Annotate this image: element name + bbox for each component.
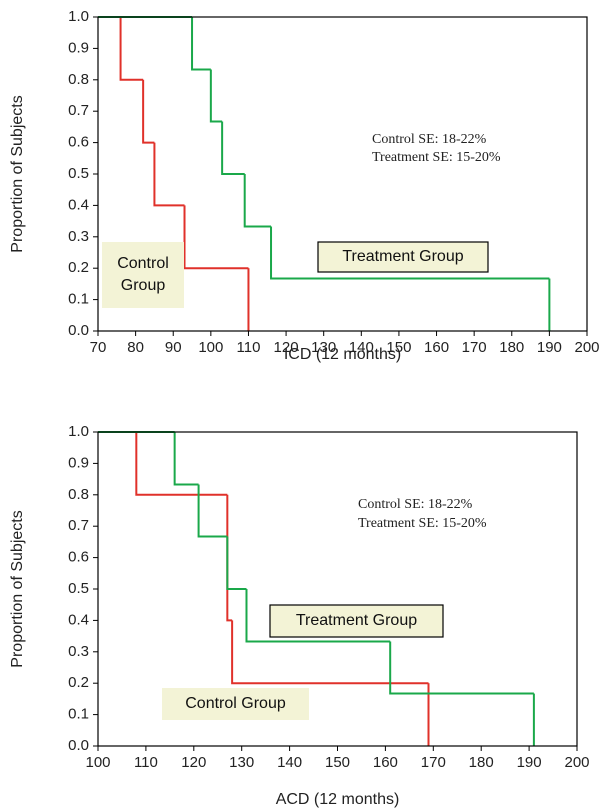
step-segment	[231, 620, 429, 685]
x-tick-label: 110	[237, 339, 261, 356]
step-segment	[270, 226, 550, 280]
y-tick-label: 0.0	[68, 737, 89, 754]
x-tick-label: 100	[198, 339, 223, 356]
step-segment	[221, 121, 245, 175]
y-tick-label: 0.3	[68, 643, 89, 660]
y-tick-label: 1.0	[68, 423, 89, 440]
step-segment	[389, 641, 534, 695]
x-tick-label: 160	[424, 339, 449, 356]
x-tick-label: 120	[274, 339, 299, 356]
y-axis-label: Proportion of Subjects	[9, 95, 26, 252]
step-segment	[245, 589, 391, 643]
y-tick-label: 0.4	[68, 196, 89, 213]
x-tick-label: 180	[499, 339, 524, 356]
x-tick-label: 120	[181, 754, 206, 771]
x-tick-label: 170	[462, 339, 487, 356]
step-segment	[191, 17, 211, 71]
legend-entry: Control Group	[117, 255, 169, 294]
legend-text: Control Group	[185, 695, 286, 712]
x-tick-label: 150	[386, 339, 411, 356]
x-tick-label: 150	[325, 754, 350, 771]
y-tick-label: 0.4	[68, 611, 89, 628]
legend-entry: Treatment Group	[342, 248, 464, 265]
legend-box	[102, 242, 184, 308]
y-tick-label: 0.9	[68, 454, 89, 471]
step-segment	[197, 484, 228, 538]
legend-box	[162, 688, 309, 720]
y-tick-label: 0.5	[68, 580, 89, 597]
x-tick-label: 200	[574, 339, 599, 356]
legend-box	[269, 604, 444, 638]
y-tick-label: 1.0	[68, 8, 89, 25]
y-tick-label: 0.2	[68, 674, 89, 691]
step-segment	[119, 17, 144, 81]
legend-entry: Control Group	[185, 695, 286, 712]
plot-frame	[97, 16, 588, 332]
x-tick-label: 130	[229, 754, 254, 771]
x-tick-label: 100	[85, 754, 110, 771]
y-tick-label: 0.5	[68, 165, 89, 182]
x-axis-label: ICD (12 months)	[284, 346, 401, 363]
legend-box	[317, 241, 489, 273]
y-tick-label: 0.7	[68, 102, 89, 119]
legend-text: Treatment Group	[342, 248, 464, 265]
x-tick-label: 130	[311, 339, 336, 356]
y-tick-label: 0.3	[68, 228, 89, 245]
x-tick-label: 200	[564, 754, 589, 771]
annotation: Control SE: 18-22%	[372, 132, 487, 147]
x-tick-label: 170	[421, 754, 446, 771]
x-tick-label: 160	[373, 754, 398, 771]
annotation: Treatment SE: 15-20%	[358, 516, 487, 531]
y-tick-label: 0.6	[68, 134, 89, 151]
y-axis-label: Proportion of Subjects	[9, 510, 26, 667]
annotation: Control SE: 18-22%	[358, 497, 473, 512]
step-segment	[153, 142, 185, 207]
x-axis-label: ACD (12 months)	[276, 791, 400, 808]
x-tick-label: 140	[349, 339, 374, 356]
y-tick-label: 0.7	[68, 517, 89, 534]
legend-text: Treatment Group	[295, 612, 418, 629]
annotation: Treatment SE: 15-20%	[372, 150, 501, 165]
step-segment	[226, 536, 247, 590]
step-segment	[135, 432, 228, 496]
y-tick-label: 0.1	[68, 706, 89, 723]
y-tick-label: 0.8	[68, 71, 89, 88]
step-segment	[183, 205, 249, 270]
step-segment	[142, 79, 155, 144]
y-tick-label: 0.1	[68, 291, 89, 308]
x-tick-label: 110	[134, 754, 158, 771]
step-segment	[173, 432, 199, 486]
x-tick-label: 70	[90, 339, 107, 356]
x-tick-label: 190	[537, 339, 562, 356]
legend-entry: Treatment Group	[295, 612, 418, 629]
step-segment	[209, 69, 223, 123]
x-tick-label: 180	[469, 754, 494, 771]
y-tick-label: 0.9	[68, 39, 89, 56]
y-tick-label: 0.2	[68, 259, 89, 276]
step-segment	[243, 174, 272, 228]
x-tick-label: 80	[127, 339, 144, 356]
legend-text: Control Group	[117, 255, 169, 294]
plot-frame	[97, 431, 578, 747]
y-tick-label: 0.6	[68, 549, 89, 566]
y-tick-label: 0.0	[68, 322, 89, 339]
y-tick-label: 0.8	[68, 486, 89, 503]
x-tick-label: 90	[165, 339, 182, 356]
x-tick-label: 140	[277, 754, 302, 771]
x-tick-label: 190	[517, 754, 542, 771]
